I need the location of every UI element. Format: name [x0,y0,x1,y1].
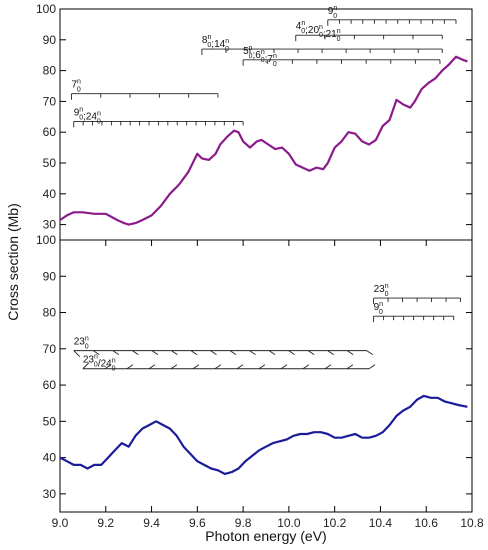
x-tick-label: 10.2 [323,516,347,530]
progression-tick [327,350,334,355]
progression-tick [324,364,332,370]
y-tick-label: 70 [43,342,57,356]
progression-tick [249,350,256,355]
progression-tick [280,364,288,370]
y-tick-label: 100 [36,233,56,247]
progression-label: 4n 0;20n 0;21n 0 [296,20,341,43]
progression-tick [132,350,139,355]
series-line [59,394,468,475]
y-tick-label: 80 [43,306,57,320]
progression-tick [368,364,376,370]
progression-tick [268,350,276,355]
progression-tick [126,364,134,370]
progression-tick [236,364,244,370]
progression-tick [112,350,120,355]
progression-tick [148,364,156,370]
progression-label: 9n 0;24n 0 [74,106,101,125]
progression-tick [82,362,90,370]
progression-label: 23n 0/24n 0 [83,354,116,373]
bottom-panel-frame [59,239,473,513]
x-tick-label: 9.8 [235,516,252,530]
y-tick-label: 90 [43,33,57,47]
x-axis-title: Photon energy (eV) [205,528,326,544]
progression-tick [288,350,295,355]
progression-tick [104,364,112,370]
x-tick-label: 10.4 [369,516,393,530]
x-tick-label: 10.0 [277,516,301,530]
progression-label: 23n 0 [374,283,389,298]
progression-tick [190,350,198,355]
y-tick-label: 30 [43,487,57,501]
x-tick-label: 9.6 [189,516,206,530]
progression-label: 7n 0 [71,79,81,94]
progression-tick [214,364,222,370]
progression-tick [192,364,200,370]
progression-tick [346,350,354,355]
top-panel-frame [59,8,473,241]
x-tick-label: 9.2 [97,516,114,530]
y-tick-label: 50 [43,156,57,170]
y-tick-label: 40 [43,451,57,465]
progression-tick [302,364,310,370]
y-tick-label: 40 [43,187,57,201]
x-tick-label: 9.0 [52,516,69,530]
plot-layer: 9.0 9.2 9.4 9.6 9.8 10.0 10.2 10.4 10.6 10.8 30 40 5… [36,2,484,530]
progression-label: 9n 0 [328,5,338,20]
progression-tick [210,350,217,355]
y-tick-label: 50 [43,414,57,428]
progression-tick [170,364,178,370]
y-tick-label: 30 [43,218,57,232]
progression-label: 23n 0 [74,336,89,351]
progression-tick [171,350,178,355]
y-tick-label: 60 [43,378,57,392]
y-tick-label: 90 [43,269,57,283]
progression-tick [229,350,237,355]
x-tick-label: 9.4 [143,516,160,530]
y-tick-label: 60 [43,125,57,139]
y-tick-label: 70 [43,94,57,108]
series-line [59,55,468,226]
progression-tick [73,350,81,357]
progression-label: 8n 0;14n 0 [202,34,229,53]
progression-tick [307,350,315,355]
progression-tick [258,364,266,370]
y-axis-title: Cross section (Mb) [5,203,21,320]
progression-tick [346,364,354,370]
progression-tick [93,350,100,355]
y-tick-label: 100 [36,2,56,16]
y-tick-label: 80 [43,64,57,78]
progression-label: 9n 0 [374,301,384,316]
progression-tick [366,350,373,355]
progression-label: 5n 0;6n 0;7n 0 [243,45,277,68]
progression-tick [151,350,159,355]
x-tick-label: 10.6 [415,516,439,530]
x-tick-label: 10.8 [460,516,484,530]
